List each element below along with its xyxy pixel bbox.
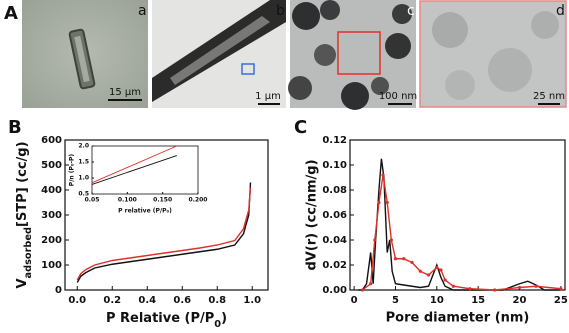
y-tick-label: 100: [41, 260, 62, 271]
x-tick-label: 0: [351, 295, 358, 306]
y-tick-label: 300: [41, 210, 62, 221]
data-point: [468, 287, 472, 291]
data-point: [418, 269, 422, 273]
axis-label: Pore diameter (nm): [386, 311, 530, 326]
y-tick-label: 2.0: [78, 143, 89, 150]
x-tick-label: 15: [471, 295, 485, 306]
axis-label: Vadsorbed[STP] (cc/g): [15, 141, 34, 288]
y-tick-label: 0.08: [322, 185, 347, 196]
y-tick-label: 0: [55, 285, 62, 296]
y-tick-label: 0.04: [322, 235, 347, 246]
data-point: [439, 268, 443, 272]
scale-bar-label: 100 nm: [379, 91, 417, 102]
series-line: [358, 158, 561, 291]
axis-label: P/n (P₀-P): [69, 154, 76, 187]
series-line: [91, 145, 177, 184]
x-tick-label: 25: [554, 295, 568, 306]
data-point: [443, 278, 447, 282]
x-tick-label: 0.8: [208, 295, 226, 306]
image-c: c 100 nm: [288, 0, 417, 110]
data-point: [559, 287, 563, 291]
axis-label: dV(r) (cc/nm/g): [305, 159, 320, 270]
x-tick-label: 5: [392, 295, 399, 306]
x-tick-label: 0.100: [118, 197, 137, 204]
panel-label: A: [4, 3, 18, 24]
y-tick-label: 0.10: [322, 160, 347, 171]
scale-bar-label: 25 nm: [533, 91, 565, 102]
image-label: b: [276, 3, 285, 19]
data-point: [435, 265, 439, 270]
image-b: b 1 µm: [152, 0, 286, 108]
y-tick-label: 1.0: [78, 175, 89, 182]
x-tick-label: 20: [513, 295, 527, 306]
y-tick-label: 500: [41, 160, 62, 171]
axis-label: P relative (P/P₀): [118, 208, 172, 215]
image-a: a 15 µm: [22, 0, 148, 108]
x-tick-label: 1.0: [243, 295, 261, 306]
image-d: d 25 nm: [419, 0, 567, 108]
panel-label: B: [8, 117, 22, 138]
axis-label-part: V: [15, 278, 30, 288]
series-line: [76, 187, 252, 281]
data-point: [410, 260, 414, 265]
panel-label: C: [294, 117, 307, 138]
axis-label-part: ): [221, 311, 227, 326]
x-tick-label: 10: [430, 295, 444, 306]
data-point: [493, 288, 497, 292]
data-point: [381, 173, 385, 177]
y-tick-label: 0.06: [322, 210, 347, 221]
scale-bar-label: 1 µm: [255, 91, 281, 102]
x-tick-label: 0.200: [189, 197, 208, 204]
data-point: [360, 288, 365, 292]
y-tick-label: 200: [41, 235, 62, 246]
y-tick-label: 600: [41, 135, 62, 146]
x-tick-label: 0.6: [173, 295, 191, 306]
scale-bar-label: 15 µm: [109, 87, 141, 98]
y-tick-label: 0.02: [322, 260, 347, 271]
x-tick-label: 0.4: [138, 295, 156, 306]
axis-label-part: 0: [214, 319, 221, 330]
inset-frame: [91, 145, 199, 195]
data-point: [534, 284, 538, 288]
y-tick-label: 0.00: [322, 285, 347, 296]
image-label: a: [138, 3, 147, 19]
series-line: [91, 155, 177, 185]
data-point: [377, 200, 381, 205]
data-point: [369, 282, 373, 286]
axis-label-part: adsorbed: [23, 227, 34, 278]
axis-label-part: [STP] (cc/g): [15, 141, 30, 227]
axis-label: P Relative (P/P0): [106, 311, 227, 330]
x-tick-label: 0.05: [85, 197, 100, 204]
image-label: d: [556, 3, 565, 19]
x-tick-label: 0.150: [153, 197, 172, 204]
data-point: [402, 257, 406, 261]
data-point: [451, 284, 455, 288]
image-label: c: [407, 3, 415, 19]
y-tick-label: 1.5: [78, 159, 89, 166]
data-point: [385, 200, 389, 205]
x-tick-label: 0.0: [68, 295, 86, 306]
axis-label-part: P Relative (P/P: [106, 311, 214, 326]
series-line: [76, 182, 252, 283]
data-point: [517, 285, 522, 290]
y-tick-label: 400: [41, 185, 62, 196]
y-tick-label: 0.5: [78, 191, 89, 198]
data-point: [373, 238, 377, 242]
data-point: [389, 238, 393, 242]
data-point: [426, 273, 431, 277]
x-tick-label: 0.2: [103, 295, 121, 306]
data-point: [393, 257, 398, 261]
y-tick-label: 0.12: [322, 135, 347, 146]
